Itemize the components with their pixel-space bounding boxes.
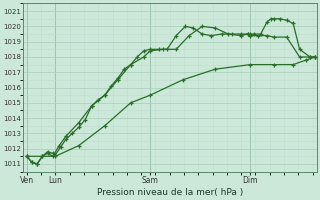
X-axis label: Pression niveau de la mer( hPa ): Pression niveau de la mer( hPa )	[97, 188, 243, 197]
